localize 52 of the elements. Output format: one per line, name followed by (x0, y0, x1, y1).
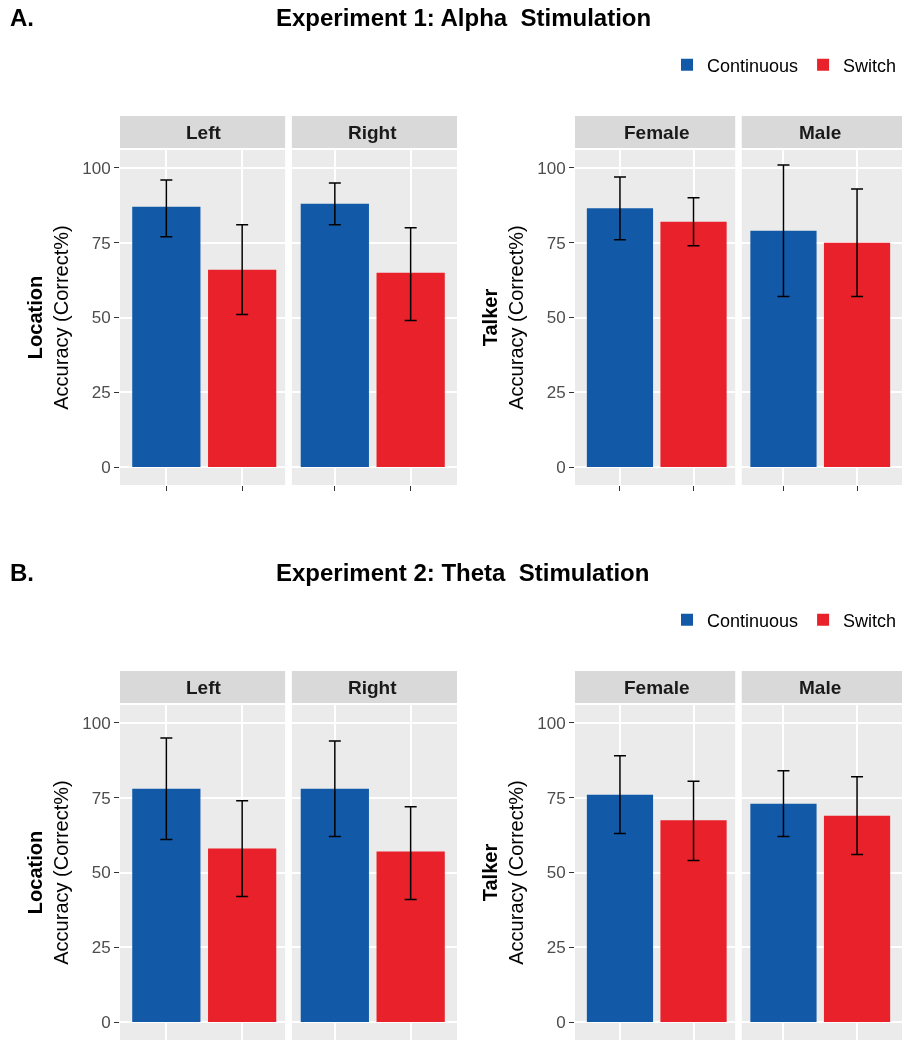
bar (376, 851, 445, 1023)
y-tick-label: 100 (82, 158, 111, 178)
y-tick-label: 25 (91, 383, 111, 403)
x-tick-label: Right (348, 677, 398, 698)
y-tick-label: 0 (101, 458, 111, 477)
legend-label: Continuous (707, 55, 799, 76)
legend-label: Switch (843, 55, 897, 76)
y-tick-label: 25 (546, 938, 566, 958)
x-tick-label: Female (624, 122, 690, 143)
bar (208, 848, 277, 1023)
y-axis-title: Talker Accuracy (Correct%) (478, 780, 527, 965)
bar (132, 788, 201, 1023)
bar (586, 208, 654, 468)
y-tick-label: 100 (82, 713, 111, 733)
x-tick-label: Left (186, 677, 222, 698)
y-tick-label: 25 (546, 383, 566, 403)
bar (300, 203, 369, 468)
bar (132, 206, 201, 468)
y-tick-label: 75 (91, 233, 111, 253)
y-tick-label: 75 (546, 233, 566, 253)
text: A. (10, 4, 34, 32)
x-tick-label: Male (799, 677, 842, 698)
y-tick-label: 50 (546, 308, 566, 328)
chart-title: Experiment 2: Theta Stimulation (276, 559, 650, 587)
x-tick-label: Female (624, 677, 690, 698)
y-axis-title: Location Accuracy (Correct%) (23, 780, 72, 965)
chart-title: Experiment 1: Alpha Stimulation (276, 4, 652, 32)
legend-label: Continuous (707, 610, 799, 631)
y-axis-title: Location Accuracy (Correct%) (23, 225, 72, 410)
legend-label: Switch (843, 610, 897, 631)
text: B. (10, 559, 34, 587)
y-tick-label: 100 (537, 158, 566, 178)
x-tick-label: Right (348, 122, 398, 143)
y-tick-label: 0 (556, 458, 566, 477)
y-tick-label: 50 (91, 308, 111, 328)
y-tick-label: 75 (546, 788, 566, 808)
y-tick-label: 50 (91, 863, 111, 883)
x-tick-label: Male (799, 122, 842, 143)
x-tick-label: Left (186, 122, 222, 143)
y-axis-title: Talker Accuracy (Correct%) (478, 225, 527, 410)
bar (208, 269, 277, 468)
bar (376, 272, 445, 468)
bar (750, 230, 817, 468)
y-tick-label: 25 (91, 938, 111, 958)
bar (300, 788, 369, 1023)
y-tick-label: 100 (537, 713, 566, 733)
y-tick-label: 0 (101, 1013, 111, 1032)
bar (660, 221, 727, 468)
y-tick-label: 50 (546, 863, 566, 883)
bar (823, 242, 891, 468)
y-tick-label: 0 (556, 1013, 566, 1032)
y-tick-label: 75 (91, 788, 111, 808)
